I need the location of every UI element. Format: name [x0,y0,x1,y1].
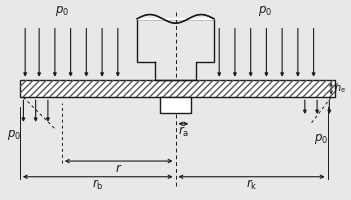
Text: $h_\mathrm{e}$: $h_\mathrm{e}$ [334,82,346,95]
Text: $p_0$: $p_0$ [55,4,69,18]
Text: $p_0$: $p_0$ [7,128,21,142]
Bar [20,80,335,97]
Text: $r_\mathrm{b}$: $r_\mathrm{b}$ [92,178,104,192]
Text: $p_0$: $p_0$ [313,132,328,146]
Text: $r_\mathrm{k}$: $r_\mathrm{k}$ [246,178,257,192]
Bar [160,97,191,113]
Text: $p_0$: $p_0$ [258,4,272,18]
Bar [20,80,335,97]
Text: $r$: $r$ [115,162,122,175]
Text: $r_\mathrm{a}$: $r_\mathrm{a}$ [178,125,189,139]
